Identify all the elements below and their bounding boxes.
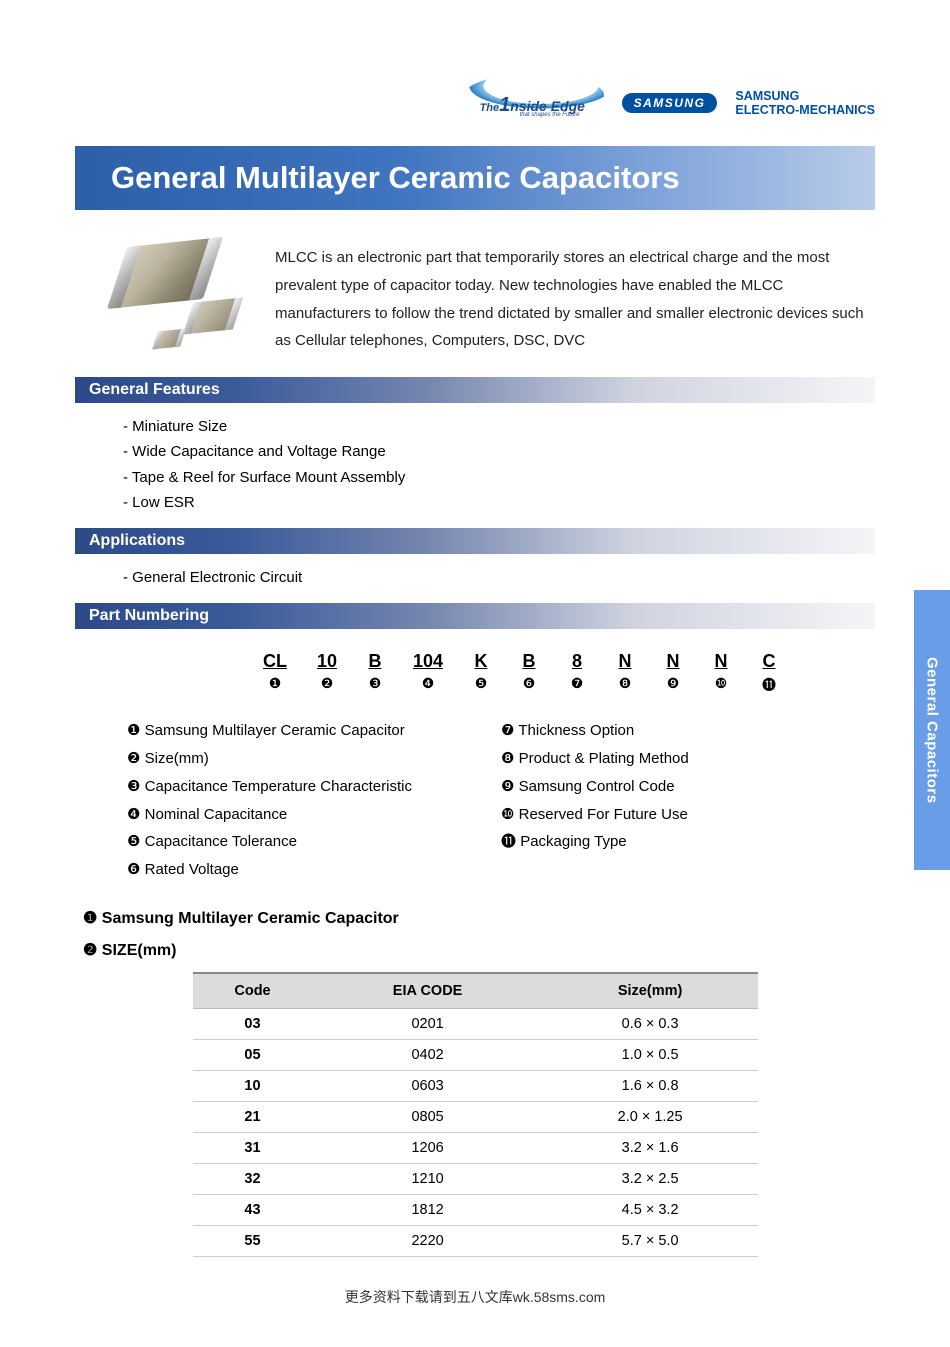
partnum-row: CL ❶ 10 ❷ B ❸ 104 ❹ K ❺ B ❻ 8 ❼ N ❽ N ❾ N ❿ C ⓫ bbox=[75, 651, 875, 695]
pn-num: ❶ bbox=[269, 675, 282, 692]
legend-text: Nominal Capacitance bbox=[145, 806, 288, 823]
side-tab: General Capacitors bbox=[914, 590, 950, 870]
inside-sub: that shapes the Future bbox=[520, 112, 580, 118]
pn-num: ❿ bbox=[715, 675, 728, 692]
section-header-features: General Features bbox=[75, 377, 875, 403]
legend-text: Capacitance Tolerance bbox=[145, 833, 297, 850]
mlcc-chip-icon bbox=[109, 237, 221, 309]
product-image bbox=[107, 236, 247, 351]
legend-text: Reserved For Future Use bbox=[519, 806, 688, 823]
legend-text: Capacitance Temperature Characteristic bbox=[145, 778, 412, 795]
legend-text: Samsung Multilayer Ceramic Capacitor bbox=[145, 722, 405, 739]
pn-code: N bbox=[715, 651, 728, 672]
size-table: Code EIA CODE Size(mm) 0302010.6 × 0.3 0… bbox=[193, 972, 758, 1257]
circled-num: ❸ bbox=[127, 778, 140, 795]
intro-row: MLCC is an electronic part that temporar… bbox=[75, 236, 875, 355]
features-list: - Miniature Size - Wide Capacitance and … bbox=[75, 415, 875, 514]
table-row: 4318124.5 × 3.2 bbox=[193, 1194, 758, 1225]
pn-num: ❽ bbox=[619, 675, 632, 692]
legend-text: Product & Plating Method bbox=[519, 750, 689, 767]
table-row: 1006031.6 × 0.8 bbox=[193, 1070, 758, 1101]
section-header-applications: Applications bbox=[75, 528, 875, 554]
circled-num: ⓫ bbox=[501, 833, 516, 850]
legend-right: ❼ Thickness Option ❽ Product & Plating M… bbox=[501, 717, 875, 884]
application-item: - General Electronic Circuit bbox=[123, 566, 875, 589]
circled-num: ❺ bbox=[127, 833, 140, 850]
pn-num: ❷ bbox=[321, 675, 334, 692]
intro-text: MLCC is an electronic part that temporar… bbox=[275, 236, 875, 355]
pn-code: 104 bbox=[413, 651, 443, 672]
page-title: General Multilayer Ceramic Capacitors bbox=[75, 146, 875, 210]
feature-item: - Tape & Reel for Surface Mount Assembly bbox=[123, 466, 875, 489]
th-code: Code bbox=[193, 973, 313, 1009]
mlcc-chip-icon bbox=[152, 329, 186, 350]
pn-num: ❺ bbox=[475, 675, 488, 692]
table-row: 0302010.6 × 0.3 bbox=[193, 1008, 758, 1039]
legend-left: ❶ Samsung Multilayer Ceramic Capacitor ❷… bbox=[127, 717, 501, 884]
legend-text: Packaging Type bbox=[520, 833, 626, 850]
feature-item: - Low ESR bbox=[123, 491, 875, 514]
table-row: 5522205.7 × 5.0 bbox=[193, 1225, 758, 1256]
circled-num: ❿ bbox=[501, 806, 514, 823]
th-eia: EIA CODE bbox=[312, 973, 542, 1009]
sem-line2: ELECTRO-MECHANICS bbox=[735, 103, 875, 117]
pn-code: CL bbox=[263, 651, 287, 672]
pn-num: ❾ bbox=[667, 675, 680, 692]
circled-num: ❽ bbox=[501, 750, 514, 767]
applications-list: - General Electronic Circuit bbox=[75, 566, 875, 589]
footer-text: 更多资料下载请到五八文库wk.58sms.com bbox=[75, 1287, 875, 1307]
pn-num: ❻ bbox=[523, 675, 536, 692]
sem-line1: SAMSUNG bbox=[735, 89, 875, 103]
legend-text: Thickness Option bbox=[518, 722, 634, 739]
section-header-partnum: Part Numbering bbox=[75, 603, 875, 629]
pn-code: C bbox=[763, 651, 776, 672]
subheading-1: ❶ Samsung Multilayer Ceramic Capacitor bbox=[83, 908, 875, 928]
pn-num: ❸ bbox=[369, 675, 382, 692]
circled-num: ❷ bbox=[127, 750, 140, 767]
circled-num: ❻ bbox=[127, 861, 140, 878]
pn-code: 10 bbox=[317, 651, 337, 672]
pn-code: N bbox=[619, 651, 632, 672]
samsung-logo: SAMSUNG bbox=[622, 93, 718, 113]
pn-num: ⓫ bbox=[762, 675, 776, 695]
mlcc-chip-icon bbox=[184, 297, 242, 334]
pn-num: ❹ bbox=[422, 675, 435, 692]
pn-code: K bbox=[475, 651, 488, 672]
table-row: 3112063.2 × 1.6 bbox=[193, 1132, 758, 1163]
pn-code: B bbox=[369, 651, 382, 672]
partnum-legend: ❶ Samsung Multilayer Ceramic Capacitor ❷… bbox=[75, 717, 875, 884]
circled-num: ❶ bbox=[127, 722, 140, 739]
circled-num: ❹ bbox=[127, 806, 140, 823]
table-row: 3212103.2 × 2.5 bbox=[193, 1163, 758, 1194]
pn-code: N bbox=[667, 651, 680, 672]
pn-num: ❼ bbox=[571, 675, 584, 692]
feature-item: - Wide Capacitance and Voltage Range bbox=[123, 440, 875, 463]
header-logos: The1nside Edge that shapes the Future SA… bbox=[75, 80, 875, 126]
feature-item: - Miniature Size bbox=[123, 415, 875, 438]
subheading-2: ❷ SIZE(mm) bbox=[83, 940, 875, 960]
circled-num: ❾ bbox=[501, 778, 514, 795]
table-row: 0504021.0 × 0.5 bbox=[193, 1039, 758, 1070]
pn-code: 8 bbox=[572, 651, 582, 672]
pn-code: B bbox=[523, 651, 536, 672]
legend-text: Size(mm) bbox=[145, 750, 209, 767]
legend-text: Rated Voltage bbox=[145, 861, 239, 878]
circled-num: ❼ bbox=[501, 722, 514, 739]
inside-prefix: The bbox=[480, 102, 500, 114]
table-row: 2108052.0 × 1.25 bbox=[193, 1101, 758, 1132]
th-size: Size(mm) bbox=[543, 973, 758, 1009]
legend-text: Samsung Control Code bbox=[519, 778, 675, 795]
inside-edge-logo: The1nside Edge that shapes the Future bbox=[464, 80, 604, 126]
size-table-body: 0302010.6 × 0.3 0504021.0 × 0.5 1006031.… bbox=[193, 1008, 758, 1256]
sem-logo: SAMSUNG ELECTRO-MECHANICS bbox=[735, 89, 875, 118]
